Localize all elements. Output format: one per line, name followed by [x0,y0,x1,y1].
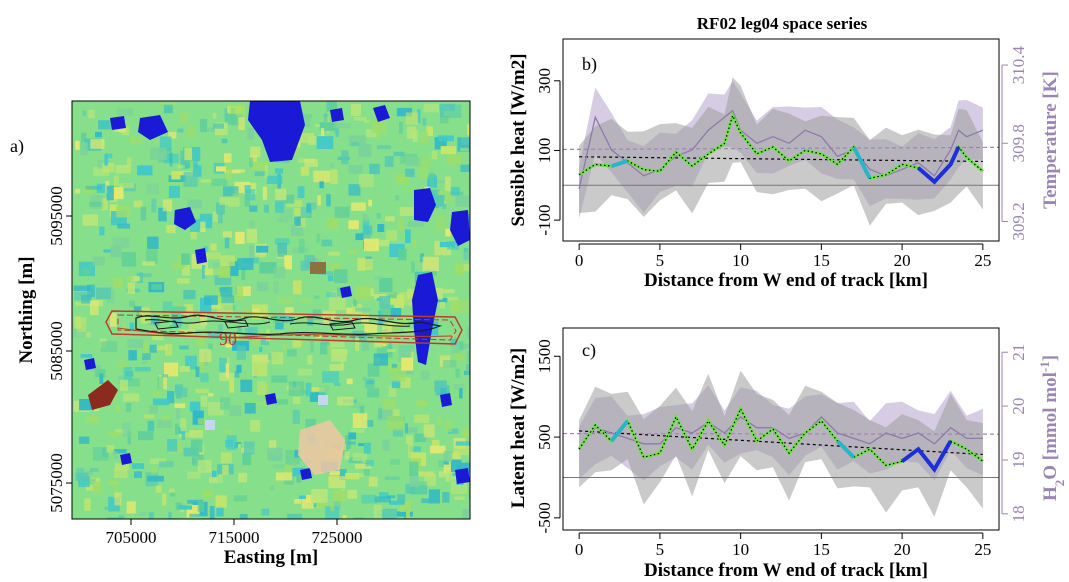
lakes [84,101,470,484]
y-tick-label: 100 [535,138,554,164]
panel-c-frame [562,327,1000,531]
map-x-label: Easting [m] [224,547,318,568]
flux-segment-cyan [610,158,629,169]
land-cover-patches [72,101,470,519]
panel-b-y-axis: -100 100 300 [535,68,561,236]
figure-title: RF02 leg04 space series [697,14,868,33]
flux-segment-cyan [851,146,872,180]
flux-segment-blue [916,146,961,185]
sensible-heat-uncertainty-band [579,77,983,226]
contour-label: 90 [219,329,237,349]
panel-c-right-axis: 18 19 20 21 [1001,344,1028,522]
peach-patch [298,420,345,475]
panel-c-right-label: H2O [mmol mol-1] [1037,355,1067,501]
map-y-tick: 5095000 [47,186,66,246]
x-tick-label: 15 [813,251,830,270]
panel-b: b) 0 5 10 15 20 25 -100 100 300 309.2 309.8 310.4… [508,38,1061,291]
panel-c-label: c) [582,340,596,361]
flux-segment-blue [900,440,953,473]
brown-patch [88,380,118,410]
land-cover-map: 90 [72,101,470,519]
y-tick-label: -100 [535,205,554,236]
h2o-line [578,415,983,450]
map-x-tick: 705000 [106,528,157,547]
right-tick-label: 18 [1009,505,1028,522]
panel-b-frame [562,38,1000,242]
panel-b-right-label: Temperature [K] [1040,71,1061,209]
x-tick-label: 15 [813,540,830,559]
temperature-line [578,109,984,190]
temperature-trend-line [563,146,999,151]
x-tick-label: 10 [732,251,749,270]
x-tick-label: 25 [974,540,991,559]
flux-segment-cyan [836,439,856,459]
panel-b-x-label: Distance from W end of track [km] [644,270,928,291]
panel-c: c) 0 5 10 15 20 25 -500 500 1500 18 19 20 21 Dista… [508,327,1067,581]
map-y-tick: 5085000 [47,321,66,381]
x-tick-label: 10 [732,540,749,559]
flux-line-dotted [578,407,984,471]
map-y-label: Northing [m] [16,256,37,363]
x-tick-label: 5 [656,251,665,270]
panel-c-y-label: Latent heat [W/m2] [508,348,529,508]
y-tick-label: 1500 [535,339,554,373]
sensible-heat-trend-line [579,156,983,163]
right-tick-label: 21 [1009,344,1028,361]
panel-a-label: a) [10,136,24,157]
right-tick-label: 20 [1009,398,1028,415]
panel-b-right-axis: 309.2 309.8 310.4 [1001,45,1028,241]
x-tick-label: 0 [575,540,584,559]
panel-c-x-label: Distance from W end of track [km] [644,560,928,581]
panel-a: a) [10,100,471,568]
panel-b-label: b) [582,54,597,75]
right-tick-label: 309.2 [1009,202,1028,240]
olive-patch [310,262,326,274]
right-tick-label: 19 [1009,451,1028,468]
x-tick-label: 25 [974,251,991,270]
sensible-heat-line [578,111,984,185]
y-tick-label: -500 [535,502,554,533]
panel-b-y-label: Sensible heat [W/m2] [508,53,529,226]
x-tick-label: 20 [894,540,911,559]
light-patch [318,395,328,405]
panel-c-x-axis: 0 5 10 15 20 25 [575,532,991,559]
map-x-tick: 715000 [209,528,260,547]
latent-heat-line [577,405,984,473]
right-tick-label: 310.4 [1009,45,1028,84]
panel-c-plot-area [563,370,999,517]
footprint-contours [105,310,463,345]
x-tick-label: 20 [894,251,911,270]
panel-c-y-axis: -500 500 1500 [535,339,561,533]
map-y-tick: 5075000 [47,453,66,513]
map-y-axis: 5075000 5085000 5095000 Northing [m] [16,186,72,513]
flux-segment-cyan [609,419,630,443]
panel-b-x-axis: 0 5 10 15 20 25 [575,243,991,270]
map-x-axis: 705000 715000 725000 Easting [m] [106,519,363,568]
panel-b-plot-area [563,77,999,226]
right-tick-label: 309.8 [1009,124,1028,162]
x-tick-label: 0 [575,251,584,270]
map-x-tick: 725000 [312,528,363,547]
y-tick-label: 500 [535,424,554,450]
x-tick-label: 5 [656,540,665,559]
y-tick-label: 300 [535,68,554,94]
